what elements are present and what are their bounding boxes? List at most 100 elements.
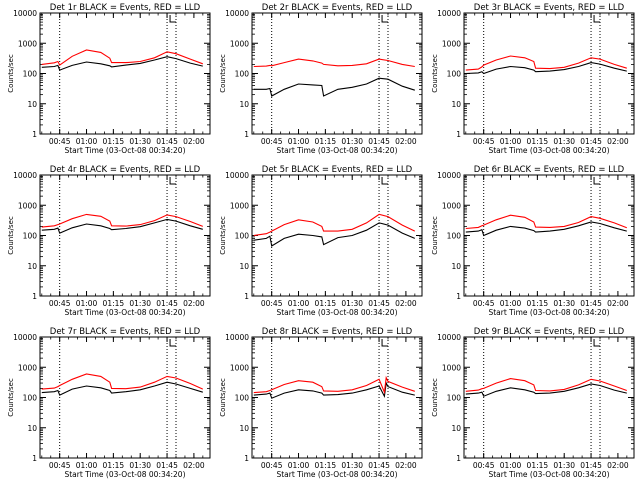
- y-axis-label: Counts/sec: [431, 54, 439, 93]
- detector-panel-9: Det 9r BLACK = Events, RED = LLD 1 10 100 10…: [431, 327, 635, 479]
- y-tick-label: 100: [447, 70, 462, 79]
- detector-panel-6: Det 6r BLACK = Events, RED = LLD 1 10 100 10…: [431, 165, 635, 317]
- x-tick-label: 01:00: [76, 137, 98, 146]
- lld-series-line: [253, 58, 415, 68]
- x-axis-label: Start Time (03-Oct-08 00:34:20): [276, 146, 397, 155]
- x-tick-label: 01:30: [129, 461, 151, 470]
- x-tick-label: 01:30: [553, 137, 575, 146]
- y-tick-label: 100: [447, 394, 462, 403]
- y-tick-label: 100: [235, 232, 250, 241]
- x-tick-label: 01:30: [553, 299, 575, 308]
- x-tick-label: 01:45: [580, 299, 602, 308]
- bracket-marker: [381, 177, 389, 185]
- x-tick-label: 01:45: [156, 137, 178, 146]
- y-tick-label: 10000: [437, 9, 461, 18]
- events-series-line: [465, 62, 627, 75]
- panel-title: Det 8r BLACK = Events, RED = LLD: [262, 327, 413, 337]
- plot-frame: [39, 12, 211, 135]
- y-tick-label: 1000: [230, 39, 249, 48]
- y-axis-label: Counts/sec: [7, 378, 15, 417]
- panel-title: Det 2r BLACK = Events, RED = LLD: [262, 3, 413, 13]
- x-tick-label: 00:45: [261, 461, 283, 470]
- y-tick-label: 10: [27, 262, 37, 271]
- events-series-line: [253, 381, 415, 399]
- y-tick-label: 10: [239, 424, 249, 433]
- y-tick-label: 1000: [442, 39, 461, 48]
- events-series-line: [41, 218, 203, 234]
- y-tick-label: 10: [239, 262, 249, 271]
- detector-panel-2: Det 2r BLACK = Events, RED = LLD 1 10 100 10…: [219, 3, 423, 155]
- x-tick-label: 01:30: [341, 299, 363, 308]
- bracket-marker: [169, 177, 177, 185]
- x-axis-label: Start Time (03-Oct-08 00:34:20): [488, 146, 609, 155]
- panel-title: Det 6r BLACK = Events, RED = LLD: [474, 165, 625, 175]
- events-series-line: [465, 383, 627, 397]
- y-tick-label: 1000: [230, 201, 249, 210]
- y-tick-label: 10000: [437, 171, 461, 180]
- x-axis-label: Start Time (03-Oct-08 00:34:20): [276, 470, 397, 479]
- y-tick-label: 100: [23, 232, 38, 241]
- x-tick-label: 01:15: [103, 461, 125, 470]
- bracket-marker: [381, 339, 389, 347]
- detector-panel-7: Det 7r BLACK = Events, RED = LLD 1 10 100 10…: [7, 327, 211, 479]
- x-tick-label: 01:15: [527, 137, 549, 146]
- x-tick-label: 01:45: [368, 137, 390, 146]
- x-tick-label: 01:00: [500, 137, 522, 146]
- detector-panel-5: Det 5r BLACK = Events, RED = LLD 1 10 100 10…: [219, 165, 423, 317]
- y-tick-label: 1: [32, 292, 37, 301]
- x-tick-label: 01:00: [500, 299, 522, 308]
- y-tick-label: 1000: [442, 363, 461, 372]
- lld-series-line: [465, 55, 627, 71]
- x-tick-label: 01:30: [129, 137, 151, 146]
- lld-series-line: [41, 49, 203, 66]
- bracket-marker: [593, 15, 601, 23]
- plot-frame: [39, 336, 211, 459]
- y-axis-label: Counts/sec: [7, 216, 15, 255]
- x-tick-label: 00:45: [49, 461, 71, 470]
- y-tick-label: 10000: [225, 9, 249, 18]
- y-tick-label: 10000: [13, 9, 37, 18]
- bracket-marker: [593, 339, 601, 347]
- panel-title: Det 7r BLACK = Events, RED = LLD: [50, 327, 201, 337]
- lld-series-line: [253, 375, 415, 395]
- plot-frame: [463, 174, 635, 297]
- y-tick-label: 100: [235, 394, 250, 403]
- y-tick-label: 10000: [225, 333, 249, 342]
- x-tick-label: 02:00: [183, 137, 205, 146]
- x-tick-label: 01:45: [580, 461, 602, 470]
- x-axis-label: Start Time (03-Oct-08 00:34:20): [488, 470, 609, 479]
- x-tick-label: 02:00: [607, 299, 629, 308]
- panel-title: Det 5r BLACK = Events, RED = LLD: [262, 165, 413, 175]
- plot-frame: [251, 174, 423, 297]
- x-tick-label: 02:00: [607, 137, 629, 146]
- x-tick-label: 01:00: [76, 461, 98, 470]
- x-tick-label: 01:45: [156, 299, 178, 308]
- x-tick-label: 00:45: [261, 137, 283, 146]
- x-tick-label: 01:15: [315, 137, 337, 146]
- x-tick-label: 01:00: [500, 461, 522, 470]
- y-axis-label: Counts/sec: [431, 216, 439, 255]
- y-axis-label: Counts/sec: [219, 54, 227, 93]
- bracket-marker: [593, 177, 601, 185]
- x-tick-label: 00:45: [473, 299, 495, 308]
- x-axis-label: Start Time (03-Oct-08 00:34:20): [276, 308, 397, 317]
- x-tick-label: 01:30: [341, 461, 363, 470]
- lld-series-line: [41, 373, 204, 390]
- bracket-marker: [169, 339, 177, 347]
- x-axis-label: Start Time (03-Oct-08 00:34:20): [488, 308, 609, 317]
- y-tick-label: 100: [23, 70, 38, 79]
- x-tick-label: 02:00: [395, 299, 417, 308]
- detector-panel-3: Det 3r BLACK = Events, RED = LLD 1 10 100 10…: [431, 3, 635, 155]
- plot-frame: [251, 336, 423, 459]
- y-tick-label: 1: [456, 454, 461, 463]
- x-tick-label: 02:00: [183, 461, 205, 470]
- x-tick-label: 01:30: [341, 137, 363, 146]
- y-tick-label: 1: [244, 292, 249, 301]
- y-tick-label: 1: [244, 130, 249, 139]
- y-axis-label: Counts/sec: [219, 378, 227, 417]
- panel-title: Det 3r BLACK = Events, RED = LLD: [474, 3, 625, 13]
- detector-panel-8: Det 8r BLACK = Events, RED = LLD 1 10 100 10…: [219, 327, 423, 479]
- x-tick-label: 01:15: [315, 299, 337, 308]
- x-tick-label: 01:00: [76, 299, 98, 308]
